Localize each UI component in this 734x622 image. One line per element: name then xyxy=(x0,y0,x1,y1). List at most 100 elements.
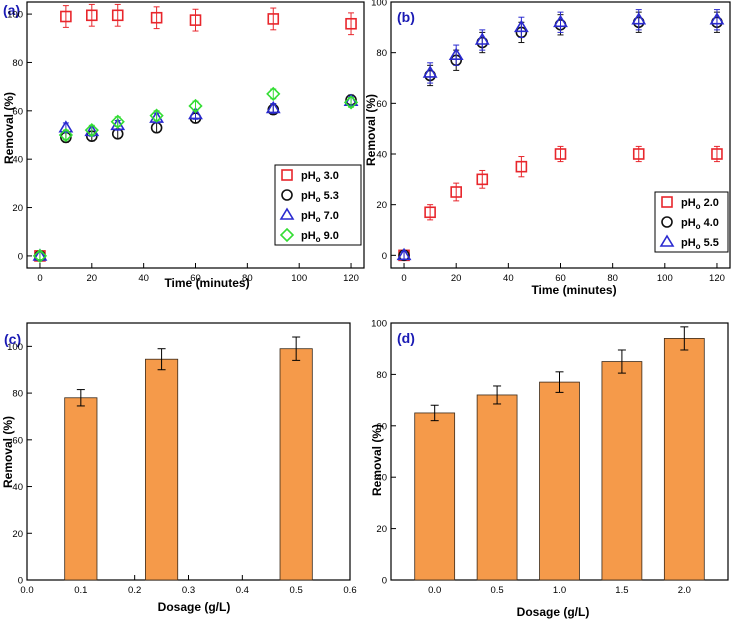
bar xyxy=(539,381,580,581)
legend-entry: pHo 2.0 xyxy=(681,197,719,211)
data-point xyxy=(711,148,723,160)
data-point xyxy=(86,9,98,22)
bar xyxy=(663,338,705,581)
x-tick-label: 0.0 xyxy=(428,585,441,596)
y-tick-label: 40 xyxy=(376,473,387,484)
data-point xyxy=(343,95,359,110)
y-tick-label: 0 xyxy=(382,576,387,587)
legend-entry: pHo 9.0 xyxy=(301,230,339,244)
data-point xyxy=(513,19,529,33)
x-tick-label: 0.5 xyxy=(290,585,303,596)
x-tick-label: 40 xyxy=(138,273,149,284)
x-tick-label: 1.0 xyxy=(553,585,566,596)
x-tick-label: 20 xyxy=(451,273,462,284)
panel-d-ylabel: Removal (%) xyxy=(370,424,384,496)
x-tick-label: 0 xyxy=(37,273,42,284)
x-tick-label: 0.5 xyxy=(490,585,503,596)
panel-c: (c) 0 20 40 60 80 100 0.0 0.1 0.2 0.3 0.4 0.5 0.6 Do… xyxy=(1,322,357,614)
y-tick-label: 60 xyxy=(376,421,387,432)
x-tick-label: 100 xyxy=(291,273,307,284)
panel-c-label: (c) xyxy=(4,331,21,347)
legend-entry: pHo 5.3 xyxy=(301,190,339,204)
y-tick-label: 100 xyxy=(7,10,23,21)
panel-a-ylabel: Removal (%) xyxy=(2,92,16,164)
x-tick-label: 120 xyxy=(343,273,359,284)
data-point xyxy=(424,206,436,219)
data-point xyxy=(396,247,412,261)
data-point xyxy=(189,14,202,26)
x-tick-label: 2.0 xyxy=(678,585,691,596)
bar xyxy=(476,394,518,581)
bar xyxy=(64,397,98,581)
bar xyxy=(145,358,179,581)
legend-entry: pHo 7.0 xyxy=(301,210,339,224)
data-point xyxy=(84,123,99,138)
x-tick-label: 20 xyxy=(87,273,98,284)
x-tick-label: 0.3 xyxy=(182,585,195,596)
legend-marker xyxy=(661,196,673,208)
data-point xyxy=(110,114,125,129)
panel-b-label: (b) xyxy=(397,9,415,25)
y-tick-label: 20 xyxy=(12,529,23,540)
data-point xyxy=(553,14,568,28)
data-point xyxy=(58,127,74,143)
legend-entry: pHo 3.0 xyxy=(301,170,339,184)
legend-marker xyxy=(281,189,293,201)
x-tick-label: 120 xyxy=(709,273,725,284)
y-tick-label: 100 xyxy=(371,0,387,9)
panel-d-xlabel: Dosage (g/L) xyxy=(517,605,590,619)
panel-c-ylabel: Removal (%) xyxy=(1,416,15,488)
y-tick-label: 80 xyxy=(376,48,387,59)
y-tick-label: 20 xyxy=(12,203,23,214)
data-point xyxy=(448,47,464,61)
x-tick-label: 60 xyxy=(555,273,566,284)
y-tick-label: 0 xyxy=(18,251,23,262)
data-point xyxy=(266,86,281,102)
data-point xyxy=(345,17,357,30)
y-tick-label: 40 xyxy=(12,482,23,493)
data-point xyxy=(265,100,281,114)
data-point xyxy=(515,160,528,173)
panel-b-ylabel: Removal (%) xyxy=(364,94,378,166)
bar xyxy=(414,412,456,581)
data-point xyxy=(632,148,645,160)
x-tick-label: 0.6 xyxy=(343,585,356,596)
y-tick-label: 60 xyxy=(376,99,387,110)
panel-a-xlabel: Time (minutes) xyxy=(164,276,249,290)
legend-marker xyxy=(281,169,293,181)
legend-marker xyxy=(661,216,673,228)
data-point xyxy=(709,12,725,25)
legend-marker xyxy=(279,207,295,220)
legend-marker xyxy=(659,234,675,247)
y-tick-label: 20 xyxy=(376,524,387,535)
x-tick-label: 0.1 xyxy=(74,585,87,596)
panel-b-xlabel: Time (minutes) xyxy=(531,283,616,297)
y-tick-label: 40 xyxy=(12,155,23,166)
data-point xyxy=(149,108,164,123)
data-point xyxy=(188,106,203,120)
data-point xyxy=(474,32,490,45)
data-point xyxy=(450,186,462,198)
y-tick-label: 60 xyxy=(12,435,23,446)
y-tick-label: 0 xyxy=(18,576,23,587)
x-tick-label: 40 xyxy=(503,273,514,284)
data-point xyxy=(267,13,280,25)
x-tick-label: 1.5 xyxy=(615,585,628,596)
data-point xyxy=(476,173,489,186)
y-tick-label: 40 xyxy=(376,150,387,161)
data-point xyxy=(188,98,203,114)
y-tick-label: 80 xyxy=(12,58,23,69)
y-tick-label: 80 xyxy=(12,389,23,400)
data-point xyxy=(150,11,163,24)
bar xyxy=(601,361,643,581)
x-tick-label: 100 xyxy=(657,273,673,284)
panel-b: (b) 0 20 40 60 80 100 0 20 40 60 80 100 120 pHo 2.0 pH… xyxy=(364,0,731,297)
bar xyxy=(279,348,313,581)
data-point xyxy=(422,65,438,78)
x-tick-label: 60 xyxy=(190,273,201,284)
y-tick-label: 60 xyxy=(12,106,23,117)
data-point xyxy=(631,12,647,25)
legend-box xyxy=(654,191,729,253)
y-tick-label: 80 xyxy=(376,370,387,381)
